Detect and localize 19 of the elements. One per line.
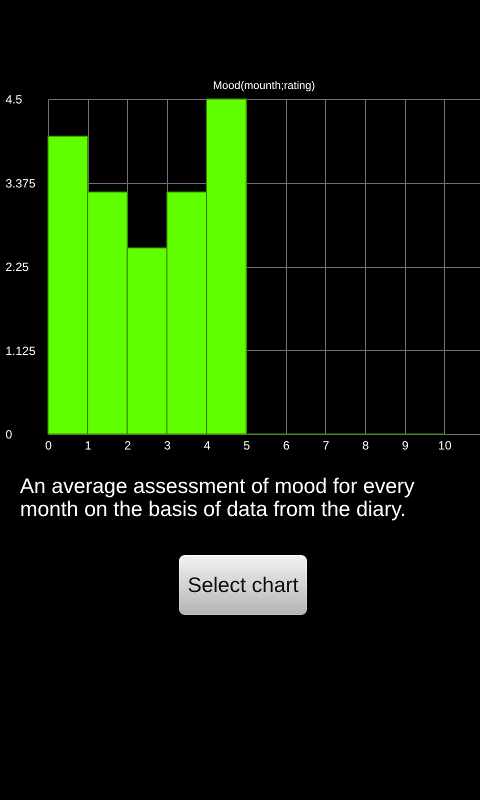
text: Select chart <box>188 574 299 597</box>
x-tick-label: 8 <box>362 438 370 452</box>
text: An average assessment of mood for every month on the basis of data from the diary. <box>20 475 416 521</box>
x-tick-label: 0 <box>45 438 52 452</box>
y-tick-label: 3.375 <box>6 176 36 190</box>
y-tick-label: 1.125 <box>6 344 36 358</box>
x-tick-label: 3 <box>164 438 172 452</box>
x-tick-label: 5 <box>243 438 250 452</box>
x-tick-label: 9 <box>402 438 409 452</box>
y-tick-label: 4.5 <box>6 92 23 106</box>
x-tick-label: 2 <box>124 438 132 452</box>
x-tick-label: 7 <box>322 438 330 452</box>
y-tick-label: 0 <box>6 428 12 442</box>
x-tick-label: 1 <box>84 438 92 452</box>
x-tick-label: 10 <box>438 438 452 452</box>
x-tick-label: 4 <box>204 438 211 452</box>
chart-title: Mood(mounth;rating) <box>212 80 316 92</box>
x-tick-label: 6 <box>282 438 290 452</box>
y-tick-label: 2.25 <box>6 260 30 274</box>
